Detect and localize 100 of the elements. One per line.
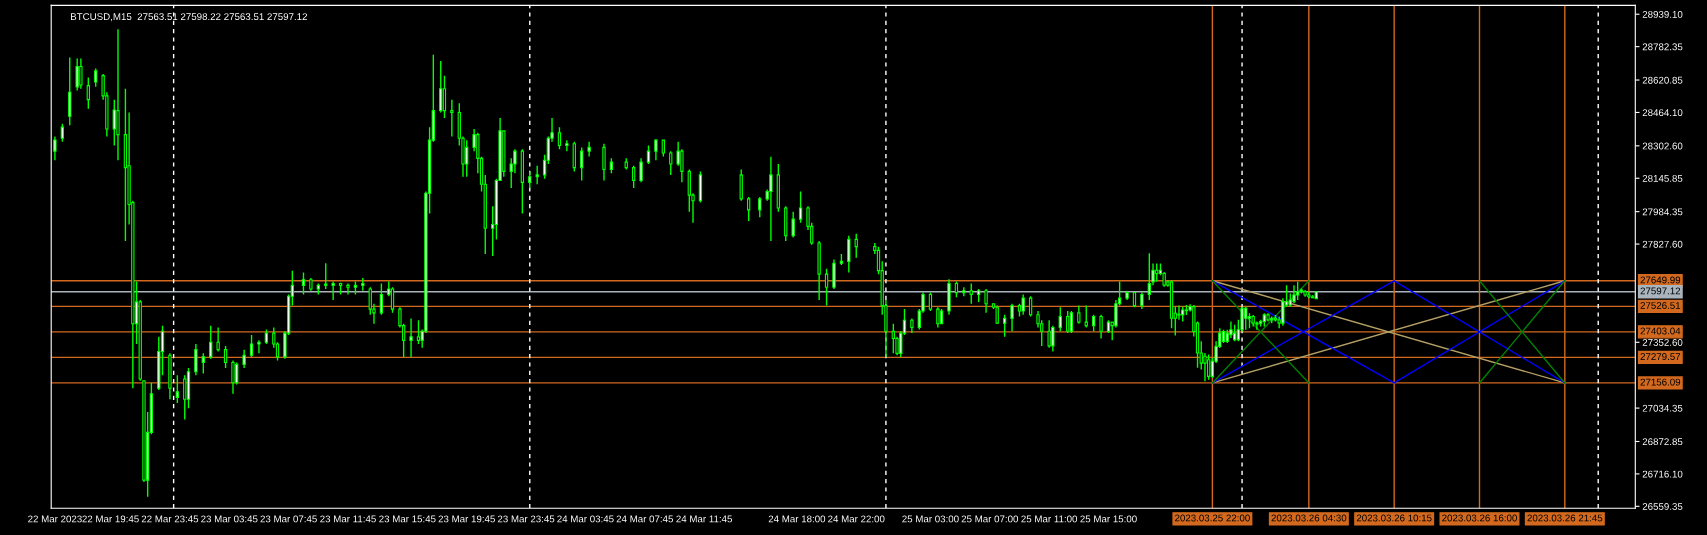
x-tick-label: 24 Mar 22:00	[828, 515, 885, 523]
candlestick	[1207, 353, 1211, 381]
candlestick	[580, 146, 584, 182]
candlestick	[1021, 293, 1025, 316]
text: BTCUSD,M15 27563.51 27598.22 27563.51 27597.12	[71, 13, 308, 22]
y-tick-label: 28302.60	[1642, 142, 1683, 150]
candlestick	[257, 339, 261, 355]
x-tick-label: 23 Mar 07:45	[260, 515, 317, 523]
candlestick	[86, 76, 90, 110]
candlestick	[758, 196, 762, 218]
candlestick	[75, 57, 79, 92]
candlestick	[969, 282, 973, 305]
candlestick	[60, 122, 65, 143]
candlestick	[1155, 262, 1159, 283]
candlestick	[1077, 304, 1081, 325]
candlestick	[465, 139, 469, 178]
x-tick-label: 25 Mar 11:00	[1021, 515, 1078, 523]
candlestick	[1058, 306, 1062, 332]
candlestick	[631, 165, 636, 189]
y-tick-label: 26559.35	[1642, 503, 1683, 510]
x-tick-label: 22 Mar 23:45	[141, 515, 199, 523]
candlestick	[984, 288, 988, 314]
candlestick	[1047, 319, 1051, 349]
candlestick	[183, 374, 187, 421]
y-tick-label: 28620.85	[1642, 76, 1683, 84]
candlestick	[1177, 304, 1181, 321]
ref-line-label: 2023.03.25 22:00	[1175, 514, 1250, 522]
candlestick	[572, 141, 576, 173]
x-tick-label: 25 Mar 15:00	[1080, 515, 1137, 523]
x-tick-label: 23 Mar 19:45	[438, 515, 495, 523]
candlestick	[654, 138, 658, 161]
candlestick	[639, 157, 643, 184]
candlestick	[824, 268, 829, 307]
candlestick	[936, 306, 940, 329]
candlestick	[79, 57, 83, 90]
x-tick-label: 25 Mar 03:00	[902, 515, 959, 523]
candlestick	[1203, 352, 1207, 382]
candlestick	[1296, 281, 1300, 301]
y-tick-label: 28464.10	[1642, 109, 1683, 117]
candlestick	[854, 233, 858, 259]
candlestick	[194, 343, 198, 376]
candlestick	[847, 235, 851, 274]
candlestick	[798, 190, 803, 224]
x-tick-label: 24 Mar 07:45	[616, 515, 674, 523]
ref-line-label: 27597.12	[1640, 287, 1681, 295]
ref-line-label: 27526.51	[1640, 302, 1681, 309]
ref-line-label: 27649.99	[1640, 276, 1681, 284]
x-tick-label: 23 Mar 11:45	[320, 515, 376, 523]
y-tick-label: 28782.35	[1642, 43, 1683, 51]
x-tick-label: 24 Mar 18:00	[768, 515, 826, 523]
candlestick	[1069, 310, 1074, 334]
ref-line-label: 27156.09	[1640, 378, 1681, 386]
candlestick	[416, 319, 421, 345]
candlestick	[1147, 252, 1151, 301]
candlestick	[1010, 303, 1014, 332]
candlestick	[557, 126, 562, 150]
candlestick	[68, 56, 72, 126]
candlestick	[1051, 324, 1055, 353]
y-tick-label: 26716.10	[1642, 470, 1683, 478]
candlestick	[409, 317, 413, 358]
candlestick	[324, 262, 328, 290]
candlestick	[928, 291, 933, 312]
x-tick-label: 23 Mar 03:45	[201, 515, 258, 523]
candlestick	[346, 282, 350, 296]
y-tick-label: 27984.35	[1642, 208, 1683, 216]
candlestick	[1244, 305, 1248, 331]
y-tick-label: 28145.85	[1642, 174, 1683, 182]
y-tick-label: 27827.60	[1642, 240, 1683, 248]
y-tick-label: 26872.85	[1642, 438, 1683, 446]
candlestick	[331, 280, 335, 301]
candlestick	[832, 258, 836, 290]
x-tick-label: 25 Mar 07:00	[961, 515, 1019, 523]
candlestick	[231, 359, 235, 395]
candlestick	[962, 286, 966, 297]
candlestick	[361, 277, 365, 292]
candlestick	[669, 150, 673, 176]
candlestick	[175, 374, 180, 404]
candlestick	[116, 28, 120, 161]
y-tick-label: 27034.35	[1642, 404, 1683, 412]
y-tick-label: 27352.60	[1642, 339, 1683, 346]
candlestick	[739, 168, 743, 202]
ref-line-label: 27403.04	[1640, 327, 1681, 335]
candlestick	[746, 196, 751, 222]
x-tick-label: 23 Mar 15:45	[379, 515, 436, 523]
candlestick	[1002, 314, 1007, 338]
ref-line-label: 27279.57	[1640, 353, 1681, 360]
candlestick	[223, 345, 228, 369]
x-tick-label: 22 Mar 2023	[28, 515, 82, 523]
candlestick	[301, 271, 306, 296]
candlestick	[209, 324, 213, 360]
x-tick-label: 24 Mar 03:45	[557, 515, 614, 523]
candlestick	[565, 139, 569, 152]
x-tick-label: 23 Mar 23:45	[497, 515, 555, 523]
candlestick	[442, 74, 447, 119]
candlestick	[587, 141, 591, 158]
candlestick	[995, 304, 999, 325]
candlestick	[1292, 284, 1296, 305]
candlestick	[249, 334, 254, 358]
candlestick	[602, 142, 606, 182]
candlestick	[439, 60, 443, 114]
